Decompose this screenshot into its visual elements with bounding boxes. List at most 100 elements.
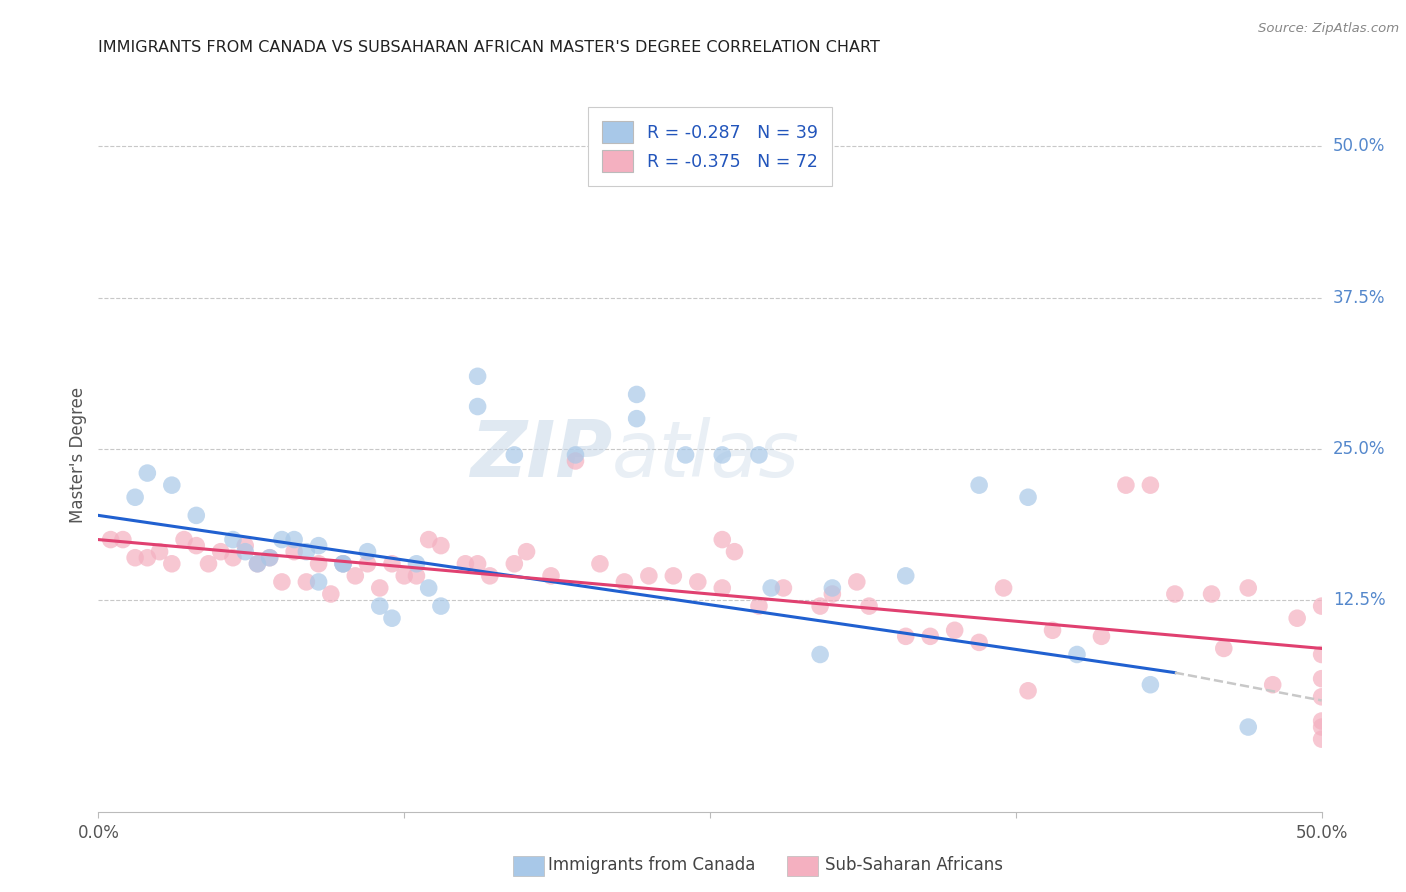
Point bbox=[894, 629, 917, 643]
Text: ZIP: ZIP bbox=[470, 417, 612, 493]
Point bbox=[821, 581, 844, 595]
Point bbox=[1237, 581, 1260, 595]
Point bbox=[1066, 648, 1088, 662]
Point bbox=[381, 611, 404, 625]
Point bbox=[1139, 678, 1161, 692]
Point bbox=[344, 569, 367, 583]
Point bbox=[136, 466, 159, 480]
Point bbox=[308, 574, 330, 589]
Text: Immigrants from Canada: Immigrants from Canada bbox=[548, 856, 755, 874]
Point bbox=[1286, 611, 1309, 625]
Point bbox=[920, 629, 942, 643]
Point bbox=[662, 569, 685, 583]
Point bbox=[626, 387, 648, 401]
Point bbox=[233, 539, 256, 553]
Point bbox=[233, 544, 256, 558]
Point bbox=[356, 557, 378, 571]
Point bbox=[295, 574, 318, 589]
Point bbox=[1017, 683, 1039, 698]
Text: IMMIGRANTS FROM CANADA VS SUBSAHARAN AFRICAN MASTER'S DEGREE CORRELATION CHART: IMMIGRANTS FROM CANADA VS SUBSAHARAN AFR… bbox=[98, 40, 880, 55]
Point bbox=[503, 448, 526, 462]
Point bbox=[246, 557, 269, 571]
Point bbox=[149, 544, 172, 558]
Point bbox=[368, 599, 391, 613]
Point bbox=[295, 544, 318, 558]
Point bbox=[270, 533, 294, 547]
Point bbox=[308, 557, 330, 571]
Point bbox=[637, 569, 661, 583]
Point bbox=[332, 557, 354, 571]
Point bbox=[1201, 587, 1223, 601]
Point bbox=[686, 574, 709, 589]
Point bbox=[540, 569, 562, 583]
Point bbox=[711, 581, 734, 595]
Point bbox=[1310, 732, 1333, 747]
Point bbox=[430, 539, 453, 553]
Point bbox=[967, 478, 990, 492]
Point bbox=[430, 599, 453, 613]
Point bbox=[270, 574, 294, 589]
Point bbox=[332, 557, 354, 571]
Point bbox=[1164, 587, 1187, 601]
Point bbox=[515, 544, 537, 558]
Point bbox=[723, 544, 745, 558]
Text: 12.5%: 12.5% bbox=[1333, 591, 1385, 609]
Text: 50.0%: 50.0% bbox=[1333, 137, 1385, 155]
Point bbox=[100, 533, 122, 547]
Point bbox=[821, 587, 844, 601]
Point bbox=[392, 569, 416, 583]
Point bbox=[209, 544, 232, 558]
Point bbox=[319, 587, 342, 601]
Point bbox=[259, 550, 281, 565]
Text: 37.5%: 37.5% bbox=[1333, 289, 1385, 307]
Text: 25.0%: 25.0% bbox=[1333, 440, 1385, 458]
Y-axis label: Master's Degree: Master's Degree bbox=[69, 387, 87, 523]
Point bbox=[173, 533, 195, 547]
Legend: R = -0.287   N = 39, R = -0.375   N = 72: R = -0.287 N = 39, R = -0.375 N = 72 bbox=[588, 107, 832, 186]
Point bbox=[1042, 624, 1064, 638]
Point bbox=[1261, 678, 1284, 692]
Point bbox=[564, 448, 586, 462]
Point bbox=[160, 478, 183, 492]
Point bbox=[222, 550, 245, 565]
Point bbox=[943, 624, 966, 638]
Point bbox=[613, 574, 636, 589]
Point bbox=[160, 557, 183, 571]
Point bbox=[136, 550, 159, 565]
Point bbox=[246, 557, 269, 571]
Point bbox=[894, 569, 917, 583]
Point bbox=[467, 400, 489, 414]
Point bbox=[626, 411, 648, 425]
Text: Source: ZipAtlas.com: Source: ZipAtlas.com bbox=[1258, 22, 1399, 36]
Text: Sub-Saharan Africans: Sub-Saharan Africans bbox=[825, 856, 1004, 874]
Point bbox=[1090, 629, 1112, 643]
Point bbox=[186, 539, 208, 553]
Text: atlas: atlas bbox=[612, 417, 800, 493]
Point bbox=[1310, 599, 1333, 613]
Point bbox=[1017, 490, 1039, 504]
Point bbox=[381, 557, 404, 571]
Point bbox=[993, 581, 1015, 595]
Point bbox=[808, 648, 831, 662]
Point bbox=[1310, 690, 1333, 704]
Point bbox=[111, 533, 134, 547]
Point bbox=[748, 599, 770, 613]
Point bbox=[1139, 478, 1161, 492]
Point bbox=[503, 557, 526, 571]
Point bbox=[675, 448, 697, 462]
Point bbox=[1310, 714, 1333, 728]
Point bbox=[1310, 648, 1333, 662]
Point bbox=[467, 369, 489, 384]
Point bbox=[858, 599, 880, 613]
Point bbox=[845, 574, 868, 589]
Point bbox=[808, 599, 831, 613]
Point bbox=[1212, 641, 1234, 656]
Point bbox=[283, 544, 305, 558]
Point bbox=[418, 581, 440, 595]
Point bbox=[564, 454, 586, 468]
Point bbox=[589, 557, 612, 571]
Point bbox=[967, 635, 990, 649]
Point bbox=[259, 550, 281, 565]
Point bbox=[772, 581, 794, 595]
Point bbox=[748, 448, 770, 462]
